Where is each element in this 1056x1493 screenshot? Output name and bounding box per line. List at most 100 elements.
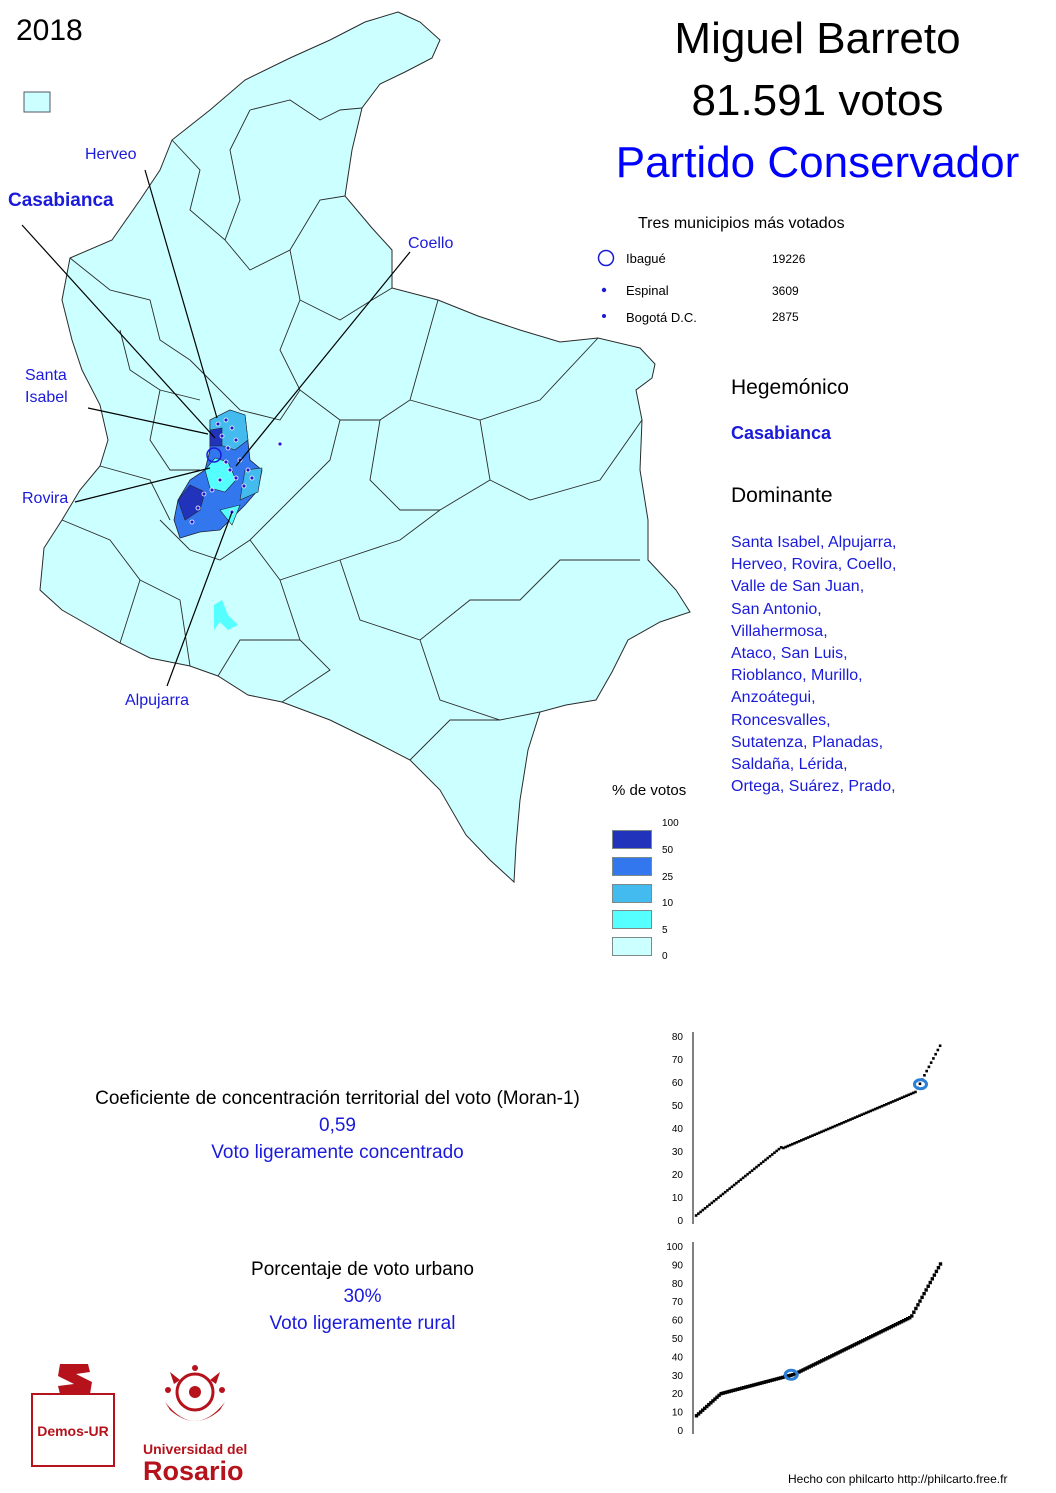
y-tick-label: 20	[672, 1170, 684, 1181]
data-point	[847, 1119, 850, 1122]
data-point	[732, 1183, 736, 1187]
data-point	[829, 1126, 832, 1130]
dominante-line: Valle de San Juan,	[731, 578, 865, 596]
data-point	[759, 1162, 763, 1165]
data-point	[703, 1207, 707, 1210]
data-point	[774, 1377, 779, 1381]
data-point	[717, 1196, 720, 1199]
highlight-marker	[783, 1368, 799, 1381]
data-point	[918, 1299, 922, 1303]
data-point	[766, 1156, 770, 1160]
data-point	[731, 1388, 736, 1393]
legend-label: 25	[662, 872, 674, 883]
legend-swatch-2	[612, 857, 652, 876]
y-tick-label: 100	[666, 1242, 683, 1253]
data-point	[838, 1122, 841, 1126]
data-point	[846, 1346, 850, 1350]
data-point	[836, 1351, 840, 1355]
dominante-list: Santa Isabel, Alpujarra, Herveo, Rovira,…	[731, 532, 896, 798]
y-tick-label: 50	[672, 1334, 684, 1345]
data-point	[879, 1330, 883, 1334]
data-point	[737, 1387, 742, 1391]
data-point	[862, 1112, 866, 1116]
data-point	[715, 1395, 719, 1399]
data-point	[727, 1389, 732, 1394]
credit-text: Hecho con philcarto http://philcarto.fre…	[788, 1472, 1008, 1486]
data-point	[885, 1103, 888, 1106]
data-point	[876, 1106, 879, 1110]
data-point	[893, 1323, 898, 1327]
dominante-line: Saldaña, Lérida,	[731, 756, 848, 774]
year-label: 2018	[16, 14, 83, 47]
data-point	[811, 1134, 814, 1137]
data-point	[926, 1284, 930, 1288]
data-point	[778, 1376, 783, 1380]
dominante-line: Sutatenza, Planadas,	[731, 733, 884, 751]
data-point	[735, 1387, 740, 1392]
map-label-alpujarra: Alpujarra	[125, 692, 190, 709]
dominante-line: Roncesvalles,	[731, 711, 831, 729]
data-point	[820, 1130, 823, 1134]
data-point	[887, 1102, 890, 1105]
y-tick-label: 40	[672, 1352, 684, 1363]
data-point	[849, 1118, 852, 1121]
data-point	[838, 1350, 842, 1354]
data-point	[898, 1097, 902, 1100]
data-point	[803, 1367, 807, 1371]
hegemonico-title: Hegemónico	[731, 376, 849, 399]
data-point	[779, 1146, 783, 1149]
data-point	[826, 1127, 830, 1131]
data-point	[902, 1095, 906, 1099]
y-tick-label: 80	[672, 1279, 684, 1290]
data-point	[914, 1090, 917, 1094]
data-point	[920, 1295, 924, 1300]
data-point	[932, 1057, 935, 1060]
data-point	[805, 1366, 809, 1370]
data-point	[772, 1377, 777, 1382]
data-point	[823, 1357, 828, 1361]
data-point	[744, 1174, 747, 1178]
data-point	[832, 1353, 836, 1357]
data-point	[930, 1277, 934, 1281]
data-point	[824, 1128, 828, 1132]
data-point	[817, 1360, 822, 1364]
data-point	[867, 1110, 870, 1114]
data-point	[891, 1100, 895, 1103]
data-point	[932, 1273, 937, 1277]
data-point	[809, 1364, 814, 1368]
data-point	[741, 1385, 746, 1390]
data-point	[754, 1382, 758, 1387]
data-point	[905, 1317, 910, 1321]
data-point	[735, 1181, 738, 1185]
y-tick-label: 60	[672, 1316, 684, 1327]
data-point	[768, 1155, 772, 1158]
data-point	[793, 1141, 796, 1145]
data-point	[855, 1115, 859, 1118]
data-point	[700, 1408, 705, 1412]
data-point	[782, 1146, 785, 1150]
data-point	[885, 1327, 889, 1331]
data-point	[815, 1132, 819, 1136]
data-point	[788, 1143, 792, 1147]
data-point	[723, 1390, 727, 1395]
data-point	[707, 1402, 711, 1407]
data-point	[737, 1180, 740, 1183]
candidate-name: Miguel Barreto	[674, 14, 961, 63]
data-point	[748, 1171, 752, 1174]
dominante-line: Villahermosa,	[731, 622, 828, 640]
data-point	[801, 1368, 805, 1372]
dominante-line: Santa Isabel, Alpujarra,	[731, 534, 897, 551]
data-point	[901, 1319, 906, 1323]
legend-swatch-4	[612, 910, 652, 929]
data-point	[750, 1169, 754, 1172]
data-point	[840, 1122, 843, 1125]
data-point	[753, 1167, 756, 1171]
data-point	[938, 1262, 943, 1266]
data-point	[883, 1328, 887, 1332]
demos-logo-text: Demos-UR	[37, 1423, 109, 1439]
map-label-casabianca: Casabianca	[8, 190, 114, 211]
data-point	[914, 1306, 918, 1311]
y-tick-label: 40	[672, 1124, 684, 1135]
y-tick-label: 70	[672, 1055, 684, 1066]
urban-description: Voto ligeramente rural	[269, 1313, 456, 1334]
